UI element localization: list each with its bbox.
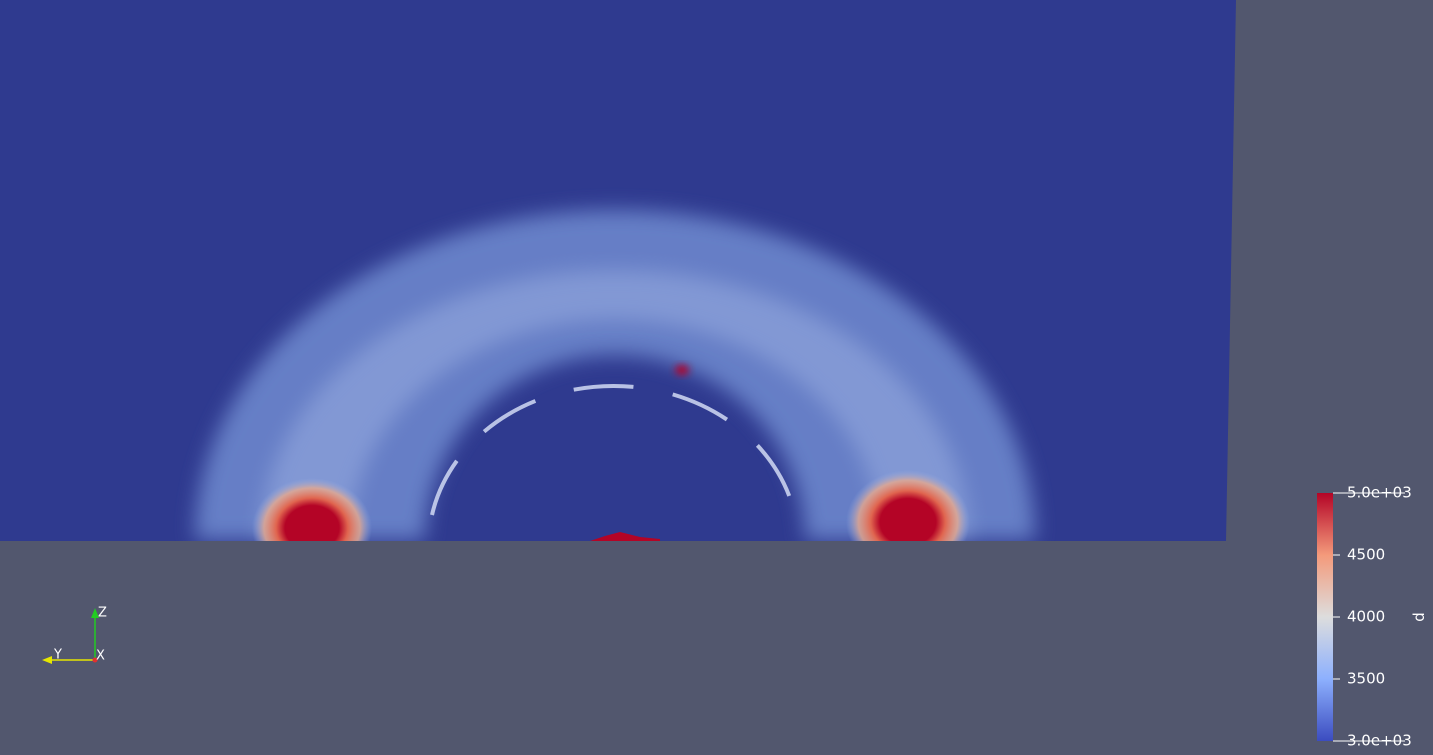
field	[195, 210, 1035, 541]
tick-label: 3.0e+03	[1347, 732, 1412, 750]
tick-label: 3500	[1347, 670, 1385, 688]
axis-label: X	[96, 649, 105, 664]
tick-label: 5.0e+03	[1347, 484, 1412, 502]
tick-label: 4000	[1347, 608, 1385, 626]
axes-triad: Z Y X	[42, 606, 107, 664]
color-bar-title: p	[1412, 612, 1430, 622]
axis-label: Z	[98, 606, 107, 621]
axis-label: Y	[53, 648, 62, 663]
tick-label: 4500	[1347, 546, 1385, 564]
color-bar	[1317, 493, 1333, 741]
